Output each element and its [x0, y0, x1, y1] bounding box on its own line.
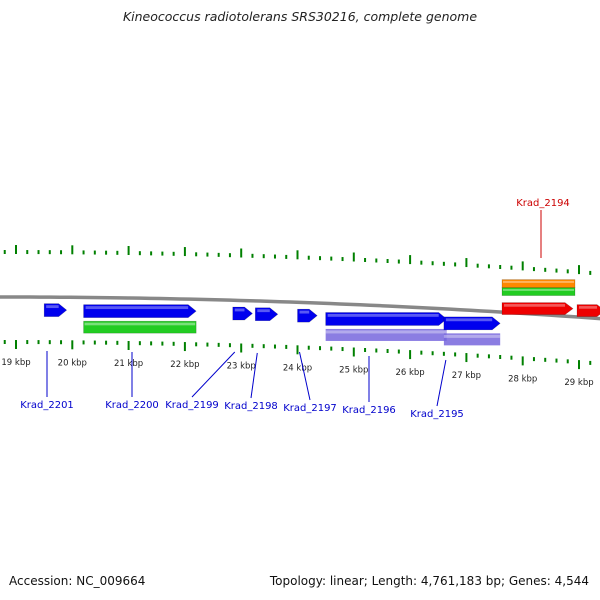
scale-label: 25 kbp — [339, 366, 368, 376]
scale-label: 27 kbp — [452, 371, 481, 381]
lower-tick-row — [3, 340, 592, 370]
scale-label: 23 kbp — [227, 361, 256, 371]
gene-highlight — [85, 306, 189, 310]
gene-label-krad-2198[interactable]: Krad_2198 — [224, 401, 278, 412]
scale-label: 20 kbp — [58, 358, 87, 368]
gene-label-krad-2194[interactable]: Krad_2194 — [516, 198, 570, 209]
scale-label: 21 kbp — [114, 359, 143, 369]
reverse-gene-krad-2194[interactable] — [501, 302, 574, 315]
gene-label-krad-2196[interactable]: Krad_2196 — [342, 405, 396, 416]
gene-label-krad-2200[interactable]: Krad_2200 — [105, 400, 159, 411]
gene-label-krad-2199[interactable]: Krad_2199 — [165, 400, 219, 411]
leader-line — [191, 351, 236, 398]
selected-highlight — [443, 334, 501, 338]
scale-label: 26 kbp — [395, 368, 424, 378]
gene-labels[interactable]: Krad_2201 Krad_2200 Krad_2199 Krad_2198 Krad… — [20, 198, 570, 420]
forward-gene-krad-2198[interactable] — [254, 307, 279, 322]
gene-highlight — [445, 318, 493, 322]
leader-line — [250, 352, 258, 399]
upper-tick-row — [3, 245, 592, 275]
gene-label-leaders — [46, 210, 542, 407]
gene-highlight — [504, 304, 565, 307]
cds-highlight — [503, 281, 574, 283]
gene-label-krad-2195[interactable]: Krad_2195 — [410, 409, 464, 420]
scale-label: 19 kbp — [1, 358, 30, 368]
gene-label-krad-2197[interactable]: Krad_2197 — [283, 403, 337, 414]
cds-highlight — [503, 289, 574, 291]
genome-backbone-line — [0, 295, 600, 321]
gene-highlight — [257, 309, 270, 313]
selected-track-krad-2196[interactable] — [325, 328, 447, 341]
scale-labels: 19 kbp 20 kbp 21 kbp 22 kbp 23 kbp 24 kbp 25 k… — [1, 358, 593, 388]
scale-label: 29 kbp — [564, 378, 593, 388]
reverse-gene-continuation[interactable] — [576, 304, 600, 317]
reverse-rna[interactable] — [501, 279, 576, 288]
gene-highlight — [579, 306, 597, 309]
scale-label: 28 kbp — [508, 374, 537, 384]
accession-text: Accession: NC_009664 — [9, 574, 146, 588]
genome-title: Kineococcus radiotolerans SRS30216, comp… — [122, 9, 478, 24]
gene-highlight — [234, 308, 245, 312]
reverse-cds[interactable] — [501, 287, 576, 296]
forward-gene-krad-2201[interactable] — [43, 303, 68, 317]
scale-label: 22 kbp — [170, 360, 199, 370]
gene-features[interactable] — [43, 279, 600, 346]
forward-gene-krad-2200[interactable] — [83, 304, 197, 318]
leader-line — [299, 351, 311, 401]
cds-krad-2200[interactable] — [83, 320, 197, 334]
cds-highlight — [84, 322, 196, 326]
gene-label-krad-2201[interactable]: Krad_2201 — [20, 400, 74, 411]
forward-gene-krad-2197[interactable] — [297, 308, 318, 323]
forward-gene-krad-2196[interactable] — [325, 312, 448, 326]
gene-highlight — [299, 310, 310, 314]
gene-highlight — [327, 313, 439, 317]
selected-highlight — [325, 330, 447, 334]
leader-line — [436, 359, 447, 407]
genome-summary-text: Topology: linear; Length: 4,761,183 bp; … — [269, 574, 589, 588]
forward-gene-krad-2199[interactable] — [232, 306, 253, 321]
scale-label: 24 kbp — [283, 363, 312, 373]
gene-highlight — [46, 305, 59, 309]
forward-gene-krad-2195[interactable] — [443, 316, 501, 331]
selected-track-krad-2195[interactable] — [443, 333, 501, 346]
